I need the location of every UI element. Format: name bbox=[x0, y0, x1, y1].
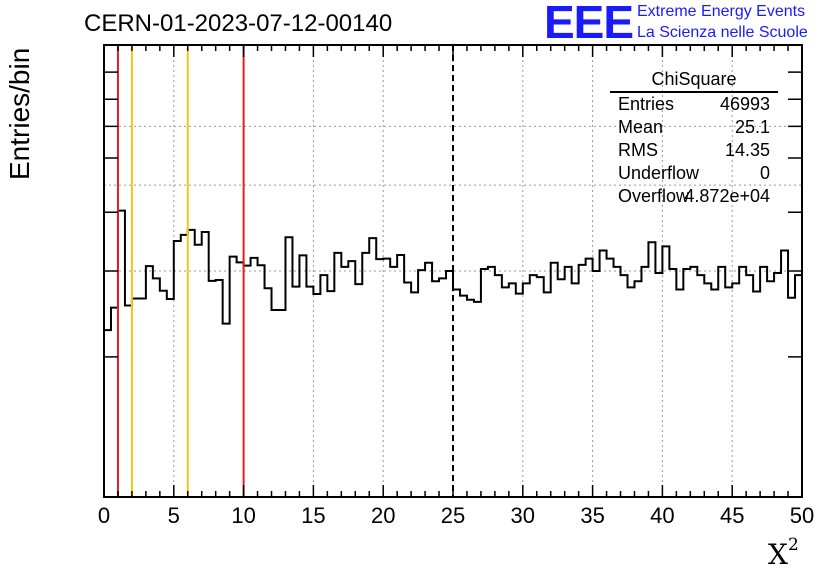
stats-row-underflow: Underflow 0 bbox=[610, 162, 778, 185]
x-tick-label: 5 bbox=[168, 503, 180, 528]
x-tick-label: 10 bbox=[231, 503, 255, 528]
histogram-series bbox=[104, 209, 802, 332]
stats-key: Underflow bbox=[618, 163, 700, 183]
eee-logo-mark: EEE bbox=[544, 0, 634, 48]
eee-logo-line-1: Extreme Energy Events bbox=[637, 3, 806, 20]
x-tick-label: 15 bbox=[301, 503, 325, 528]
x-tick-label: 45 bbox=[720, 503, 744, 528]
stats-title: ChiSquare bbox=[610, 68, 778, 93]
x-tick-label: 20 bbox=[371, 503, 395, 528]
stats-key: RMS bbox=[618, 140, 658, 160]
x-tick-label: 50 bbox=[790, 503, 814, 528]
stats-row-rms: RMS 14.35 bbox=[610, 139, 778, 162]
x-tick-label: 0 bbox=[98, 503, 110, 528]
y-axis-label: Entries/bin bbox=[4, 47, 35, 180]
x-tick-label: 35 bbox=[580, 503, 604, 528]
stats-key: Entries bbox=[618, 94, 675, 114]
stats-value: 0 bbox=[759, 163, 770, 183]
x-tick-label: 40 bbox=[650, 503, 674, 528]
x-tick-label: 30 bbox=[511, 503, 535, 528]
stats-row-overflow: Overflow 4.872e+04 bbox=[610, 185, 778, 208]
eee-logo-line-2: La Scienza nelle Scuole bbox=[637, 24, 808, 41]
stats-row-mean: Mean 25.1 bbox=[610, 116, 778, 139]
chart-title: CERN-01-2023-07-12-00140 bbox=[84, 10, 393, 37]
x-tick-label: 25 bbox=[441, 503, 465, 528]
x-axis-label: X2 bbox=[768, 534, 799, 571]
stats-value: 46993 bbox=[719, 94, 770, 114]
stats-value: 25.1 bbox=[734, 117, 770, 137]
eee-logo: EEE Extreme Energy Events La Scienza nel… bbox=[544, 0, 834, 48]
stats-key: Mean bbox=[618, 117, 664, 137]
stats-box: ChiSquare Entries 46993 Mean 25.1 RMS 14… bbox=[610, 68, 778, 208]
stats-value: 4.872e+04 bbox=[684, 186, 770, 206]
stats-key: Overflow bbox=[618, 186, 690, 206]
stats-value: 14.35 bbox=[724, 140, 770, 160]
stats-row-entries: Entries 46993 bbox=[610, 93, 778, 116]
